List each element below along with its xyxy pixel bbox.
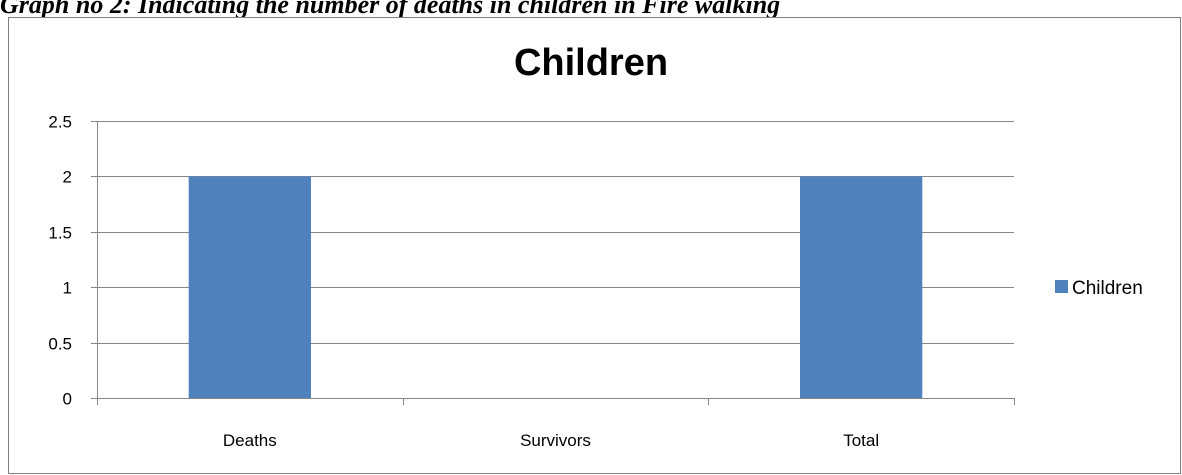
legend: Children xyxy=(1055,278,1143,299)
y-tick-label: 2.5 xyxy=(48,113,72,132)
x-tick-label: Survivors xyxy=(520,431,591,450)
y-tick-label: 0 xyxy=(63,390,72,409)
bars xyxy=(188,176,923,398)
y-tick-labels: 0 0.5 1 1.5 2 2.5 xyxy=(48,113,72,409)
chart-title: Children xyxy=(514,42,668,84)
x-tick-label: Total xyxy=(843,431,879,450)
legend-label: Children xyxy=(1072,278,1143,299)
y-tick-label: 1 xyxy=(63,279,72,298)
x-tick-labels: Deaths Survivors Total xyxy=(223,431,879,450)
y-tick-label: 0.5 xyxy=(48,335,72,354)
y-tick-label: 2 xyxy=(63,168,72,187)
figure-caption: Graph no 2: Indicating the number of dea… xyxy=(0,0,781,19)
x-tick-label: Deaths xyxy=(223,431,277,450)
bar-deaths xyxy=(188,176,311,398)
axes xyxy=(91,121,1015,405)
legend-swatch xyxy=(1055,280,1068,293)
y-tick-label: 1.5 xyxy=(48,224,72,243)
bar-total xyxy=(800,176,923,398)
